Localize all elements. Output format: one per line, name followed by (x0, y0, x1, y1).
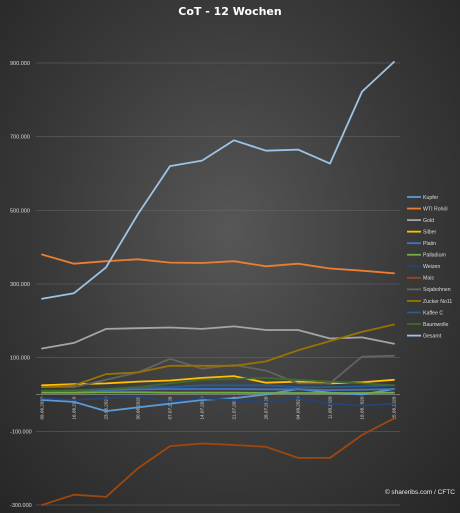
y-tick-label: 100.000 (10, 356, 30, 362)
series-line-weizen (41, 395, 395, 407)
legend-label: Zucker No11 (423, 299, 452, 305)
x-tick-label: 09.06.2020 (40, 396, 45, 419)
series-line-silber (41, 375, 395, 387)
x-tick-label: 23.06.2020 (104, 396, 109, 419)
x-tick-label: 25.08.2020 (392, 396, 397, 419)
x-tick-label: 04.08.2020 (296, 396, 301, 419)
x-tick-label: 14.07.2020 (200, 396, 205, 419)
series-line-sojabohnen (41, 354, 395, 389)
y-tick-label: -100.000 (10, 429, 32, 435)
y-tick-label: 900.000 (10, 61, 30, 67)
legend-label: Baumwolle (423, 322, 448, 328)
series-line-gesamt (41, 61, 395, 300)
legend-label: Kaffee C (423, 310, 443, 316)
y-tick-label: -300.000 (10, 503, 32, 509)
legend-label: Silber (423, 229, 437, 235)
y-axis-ticks: 900.000 700.000 500.000 300.000 100.000 -100.… (10, 61, 32, 509)
source-credit: © shareribs.com / CFTC (385, 488, 455, 496)
x-tick-label: 28.07.2020 (264, 396, 269, 419)
legend-label: Weizen (423, 264, 440, 270)
legend: Kupfer WTI Rohöl Gold Silber Platin Palladium… (407, 195, 452, 339)
legend-label: Palladium (423, 253, 446, 259)
x-tick-label: 07.07.2020 (168, 396, 173, 419)
legend-label: Kupfer (423, 195, 439, 201)
series-line-baumwolle (41, 376, 395, 392)
legend-label: Sojabohnen (423, 287, 451, 293)
series-lines (41, 61, 395, 506)
gridlines (36, 62, 400, 506)
series-line-palladium (41, 391, 395, 394)
legend-label: Gold (423, 218, 434, 224)
x-tick-label: 18.08.2020 (360, 396, 365, 419)
x-tick-label: 16.06.2020 (72, 396, 77, 419)
legend-label: Platin (423, 241, 436, 247)
y-tick-label: 300.000 (10, 282, 30, 288)
y-tick-label: 500.000 (10, 208, 30, 214)
chart-title: CoT - 12 Wochen (178, 5, 281, 18)
x-tick-label: 11.08.2020 (328, 396, 333, 419)
legend-label: WTI Rohöl (423, 206, 448, 212)
series-line-platin (41, 388, 395, 392)
series-line-wti-roh-l (41, 253, 395, 275)
x-tick-label: 21.07.2020 (232, 396, 237, 419)
series-line-mais (41, 417, 395, 506)
series-line-zucker-no11 (41, 323, 395, 389)
legend-label: Mais (423, 276, 434, 282)
y-tick-label: 700.000 (10, 135, 30, 141)
legend-label: Gesamt (423, 333, 442, 339)
series-line-gold (41, 325, 395, 350)
